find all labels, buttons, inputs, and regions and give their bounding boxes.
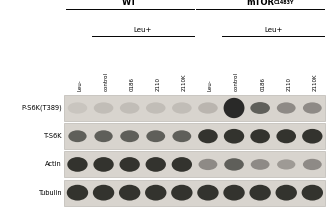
Text: 2110: 2110	[156, 77, 161, 91]
Ellipse shape	[172, 102, 192, 114]
Ellipse shape	[301, 185, 323, 201]
Text: P-S6K(T389): P-S6K(T389)	[21, 105, 62, 111]
Text: control: control	[104, 72, 109, 91]
Ellipse shape	[277, 102, 296, 114]
Ellipse shape	[67, 185, 88, 201]
Bar	[64, 95, 325, 121]
Ellipse shape	[303, 102, 322, 114]
Ellipse shape	[146, 102, 165, 114]
Text: T-S6K: T-S6K	[43, 133, 62, 139]
Bar	[64, 123, 325, 149]
Ellipse shape	[198, 102, 218, 114]
Ellipse shape	[250, 129, 270, 143]
Ellipse shape	[120, 102, 139, 114]
Ellipse shape	[68, 102, 87, 114]
Ellipse shape	[146, 157, 166, 172]
Text: 0186: 0186	[130, 77, 135, 91]
Text: Leu+: Leu+	[264, 27, 282, 33]
Ellipse shape	[276, 185, 297, 201]
Ellipse shape	[120, 130, 139, 142]
Ellipse shape	[172, 157, 192, 172]
Ellipse shape	[276, 129, 296, 143]
Ellipse shape	[223, 185, 245, 201]
Text: Leu-: Leu-	[77, 79, 82, 91]
Bar	[64, 151, 325, 177]
Ellipse shape	[67, 157, 88, 172]
Ellipse shape	[224, 98, 245, 118]
Ellipse shape	[171, 185, 193, 201]
Ellipse shape	[172, 130, 191, 142]
Ellipse shape	[119, 157, 140, 172]
Ellipse shape	[224, 158, 244, 171]
Ellipse shape	[95, 130, 113, 142]
Text: Tubulin: Tubulin	[39, 190, 62, 196]
Ellipse shape	[198, 159, 217, 170]
Ellipse shape	[197, 185, 219, 201]
Text: 2110: 2110	[286, 77, 291, 91]
Text: mTOR: mTOR	[246, 0, 274, 7]
Ellipse shape	[94, 102, 113, 114]
Ellipse shape	[251, 159, 269, 170]
Ellipse shape	[250, 102, 270, 114]
Text: control: control	[234, 72, 239, 91]
Text: 0186: 0186	[260, 77, 265, 91]
Text: WT: WT	[122, 0, 137, 7]
Ellipse shape	[277, 159, 295, 169]
Ellipse shape	[119, 185, 140, 201]
Ellipse shape	[303, 159, 322, 170]
Ellipse shape	[198, 129, 218, 143]
Ellipse shape	[94, 157, 114, 172]
Ellipse shape	[93, 185, 114, 201]
Text: 2110K: 2110K	[182, 73, 187, 91]
Ellipse shape	[145, 185, 166, 201]
Ellipse shape	[146, 130, 165, 142]
Ellipse shape	[224, 129, 244, 143]
Ellipse shape	[68, 130, 87, 142]
Ellipse shape	[250, 185, 271, 201]
Text: 2110K: 2110K	[312, 73, 317, 91]
Bar	[64, 180, 325, 206]
Text: Leu+: Leu+	[133, 27, 152, 33]
Text: Leu-: Leu-	[208, 79, 213, 91]
Ellipse shape	[302, 129, 322, 143]
Text: C1483Y: C1483Y	[273, 0, 294, 5]
Text: Actin: Actin	[45, 161, 62, 168]
